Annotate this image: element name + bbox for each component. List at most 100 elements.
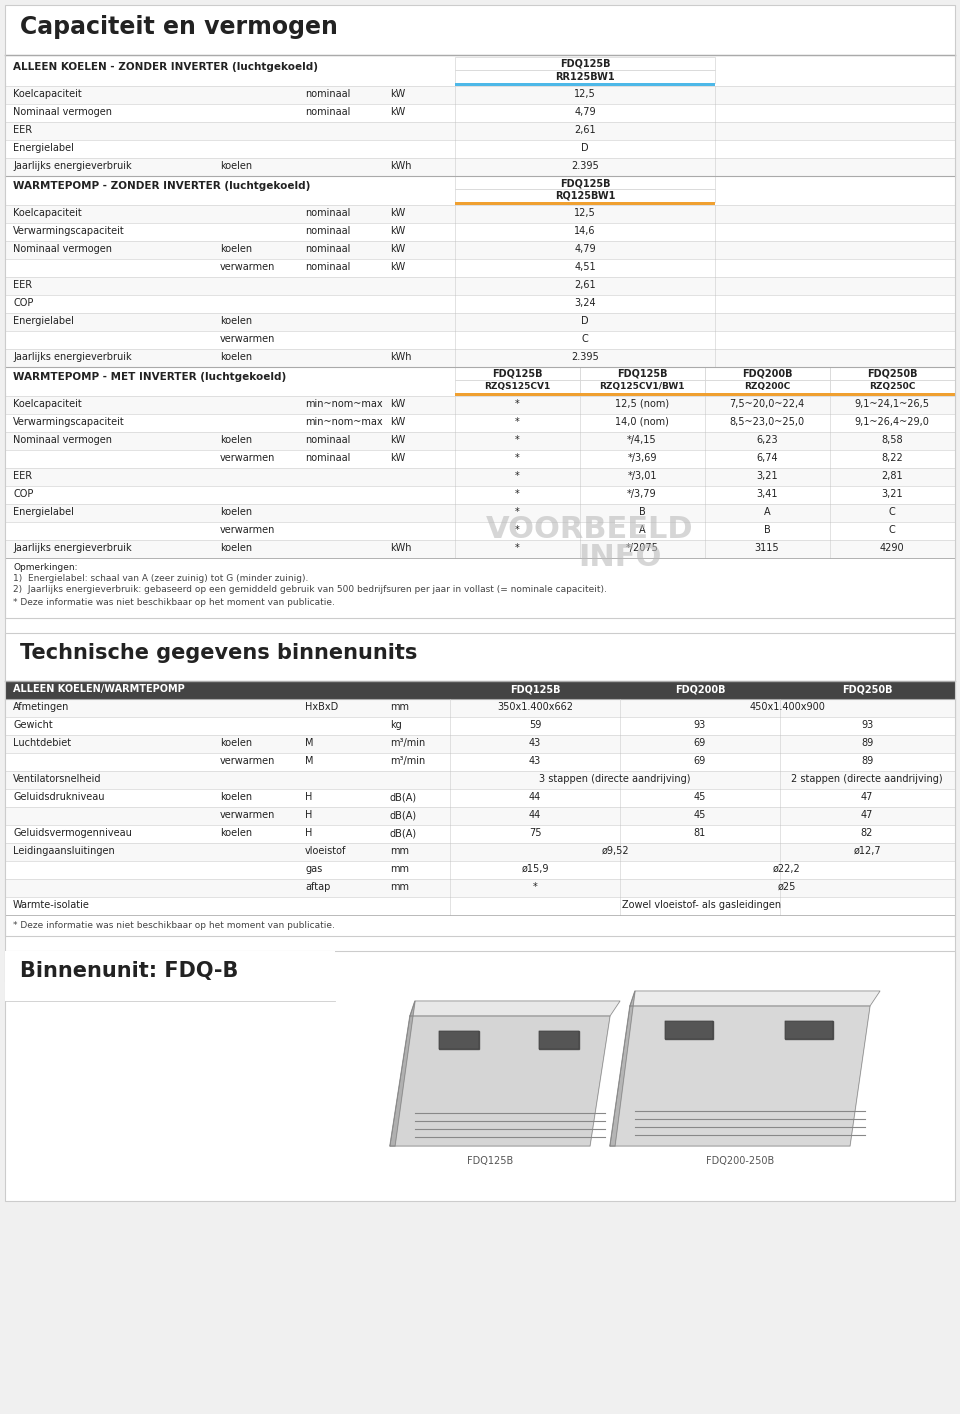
Bar xyxy=(5,771,955,789)
Text: 59: 59 xyxy=(529,720,541,730)
Polygon shape xyxy=(665,1021,713,1039)
Bar xyxy=(5,158,955,175)
Text: 4,79: 4,79 xyxy=(574,245,596,255)
Text: nominaal: nominaal xyxy=(305,245,350,255)
Text: 2)  Jaarlijks energieverbruik: gebaseerd op een gemiddeld gebruik van 500 bedrij: 2) Jaarlijks energieverbruik: gebaseerd … xyxy=(13,585,607,594)
Text: kW: kW xyxy=(390,262,405,271)
Text: *: * xyxy=(515,417,519,427)
Bar xyxy=(455,83,715,86)
Text: mm: mm xyxy=(390,846,409,855)
Text: 9,1~26,4~29,0: 9,1~26,4~29,0 xyxy=(854,417,929,427)
Bar xyxy=(5,735,955,754)
Text: Energielabel: Energielabel xyxy=(13,315,74,327)
Text: RR125BW1: RR125BW1 xyxy=(555,72,614,82)
Text: kWh: kWh xyxy=(390,543,412,553)
Bar xyxy=(455,393,955,396)
Text: D: D xyxy=(581,143,588,153)
Text: Leidingaansluitingen: Leidingaansluitingen xyxy=(13,846,115,855)
Bar xyxy=(5,468,955,486)
Text: koelen: koelen xyxy=(220,738,252,748)
Text: 47: 47 xyxy=(861,810,874,820)
Bar xyxy=(5,6,955,618)
Bar xyxy=(5,433,955,450)
Text: FDQ125B: FDQ125B xyxy=(560,59,611,69)
Text: A: A xyxy=(638,525,645,534)
Text: M: M xyxy=(305,756,314,766)
Bar xyxy=(5,122,955,140)
Polygon shape xyxy=(390,1001,415,1145)
Text: Capaciteit en vermogen: Capaciteit en vermogen xyxy=(20,16,338,40)
Bar xyxy=(5,807,955,824)
Text: B: B xyxy=(763,525,770,534)
Text: koelen: koelen xyxy=(220,315,252,327)
Text: kW: kW xyxy=(390,226,405,236)
Text: m³/min: m³/min xyxy=(390,738,425,748)
Bar xyxy=(5,633,955,682)
Text: Nominaal vermogen: Nominaal vermogen xyxy=(13,245,112,255)
Text: 89: 89 xyxy=(861,738,874,748)
Text: Koelcapaciteit: Koelcapaciteit xyxy=(13,399,82,409)
Text: 45: 45 xyxy=(694,792,707,802)
Text: kW: kW xyxy=(390,452,405,462)
Bar xyxy=(5,503,955,522)
Text: 43: 43 xyxy=(529,756,541,766)
Text: ø9,52: ø9,52 xyxy=(601,846,629,855)
Text: 7,5~20,0~22,4: 7,5~20,0~22,4 xyxy=(730,399,804,409)
Text: *: * xyxy=(515,399,519,409)
Text: A: A xyxy=(764,508,770,518)
Text: Koelcapaciteit: Koelcapaciteit xyxy=(13,89,82,99)
Bar xyxy=(5,277,955,296)
Text: ø12,7: ø12,7 xyxy=(853,846,881,855)
Text: EER: EER xyxy=(13,124,32,134)
Bar xyxy=(5,86,955,105)
Bar xyxy=(5,240,955,259)
Text: Geluidsdrukniveau: Geluidsdrukniveau xyxy=(13,792,105,802)
Text: mm: mm xyxy=(390,701,409,713)
Text: INFO: INFO xyxy=(578,543,661,573)
Text: 8,58: 8,58 xyxy=(881,436,902,445)
Polygon shape xyxy=(410,1001,620,1017)
Text: */3,01: */3,01 xyxy=(627,471,657,481)
Polygon shape xyxy=(610,1005,870,1145)
Bar xyxy=(455,202,715,205)
Bar xyxy=(5,789,955,807)
Text: mm: mm xyxy=(390,882,409,892)
Text: 69: 69 xyxy=(694,738,707,748)
Text: *: * xyxy=(515,436,519,445)
Text: 81: 81 xyxy=(694,829,707,839)
Text: kW: kW xyxy=(390,208,405,218)
Text: FDQ200-250B: FDQ200-250B xyxy=(706,1157,774,1167)
Text: kWh: kWh xyxy=(390,352,412,362)
Bar xyxy=(705,368,830,380)
Text: Warmte-isolatie: Warmte-isolatie xyxy=(13,899,90,911)
Polygon shape xyxy=(539,1031,579,1049)
Text: koelen: koelen xyxy=(220,829,252,839)
Bar xyxy=(455,380,580,393)
Text: dB(A): dB(A) xyxy=(390,810,418,820)
Text: Jaarlijks energieverbruik: Jaarlijks energieverbruik xyxy=(13,352,132,362)
Text: 44: 44 xyxy=(529,792,541,802)
Text: 14,6: 14,6 xyxy=(574,226,596,236)
Bar xyxy=(580,380,705,393)
Text: 3 stappen (directe aandrijving): 3 stappen (directe aandrijving) xyxy=(540,773,691,783)
Text: koelen: koelen xyxy=(220,352,252,362)
Bar xyxy=(5,880,955,896)
Text: H: H xyxy=(305,792,312,802)
Text: FDQ125B: FDQ125B xyxy=(560,178,611,188)
Text: m³/min: m³/min xyxy=(390,756,425,766)
Text: verwarmen: verwarmen xyxy=(220,452,276,462)
Text: 9,1~24,1~26,5: 9,1~24,1~26,5 xyxy=(854,399,929,409)
Bar xyxy=(5,296,955,312)
Text: dB(A): dB(A) xyxy=(390,829,418,839)
Text: 6,23: 6,23 xyxy=(756,436,778,445)
Text: nominaal: nominaal xyxy=(305,208,350,218)
Text: *: * xyxy=(515,508,519,518)
Text: COP: COP xyxy=(13,298,34,308)
Bar xyxy=(5,952,335,1001)
Text: 45: 45 xyxy=(694,810,707,820)
Text: min~nom~max: min~nom~max xyxy=(305,417,383,427)
Polygon shape xyxy=(439,1031,479,1049)
Text: FDQ125B: FDQ125B xyxy=(467,1157,514,1167)
Text: 450x1.400x900: 450x1.400x900 xyxy=(749,701,825,713)
Text: nominaal: nominaal xyxy=(305,436,350,445)
